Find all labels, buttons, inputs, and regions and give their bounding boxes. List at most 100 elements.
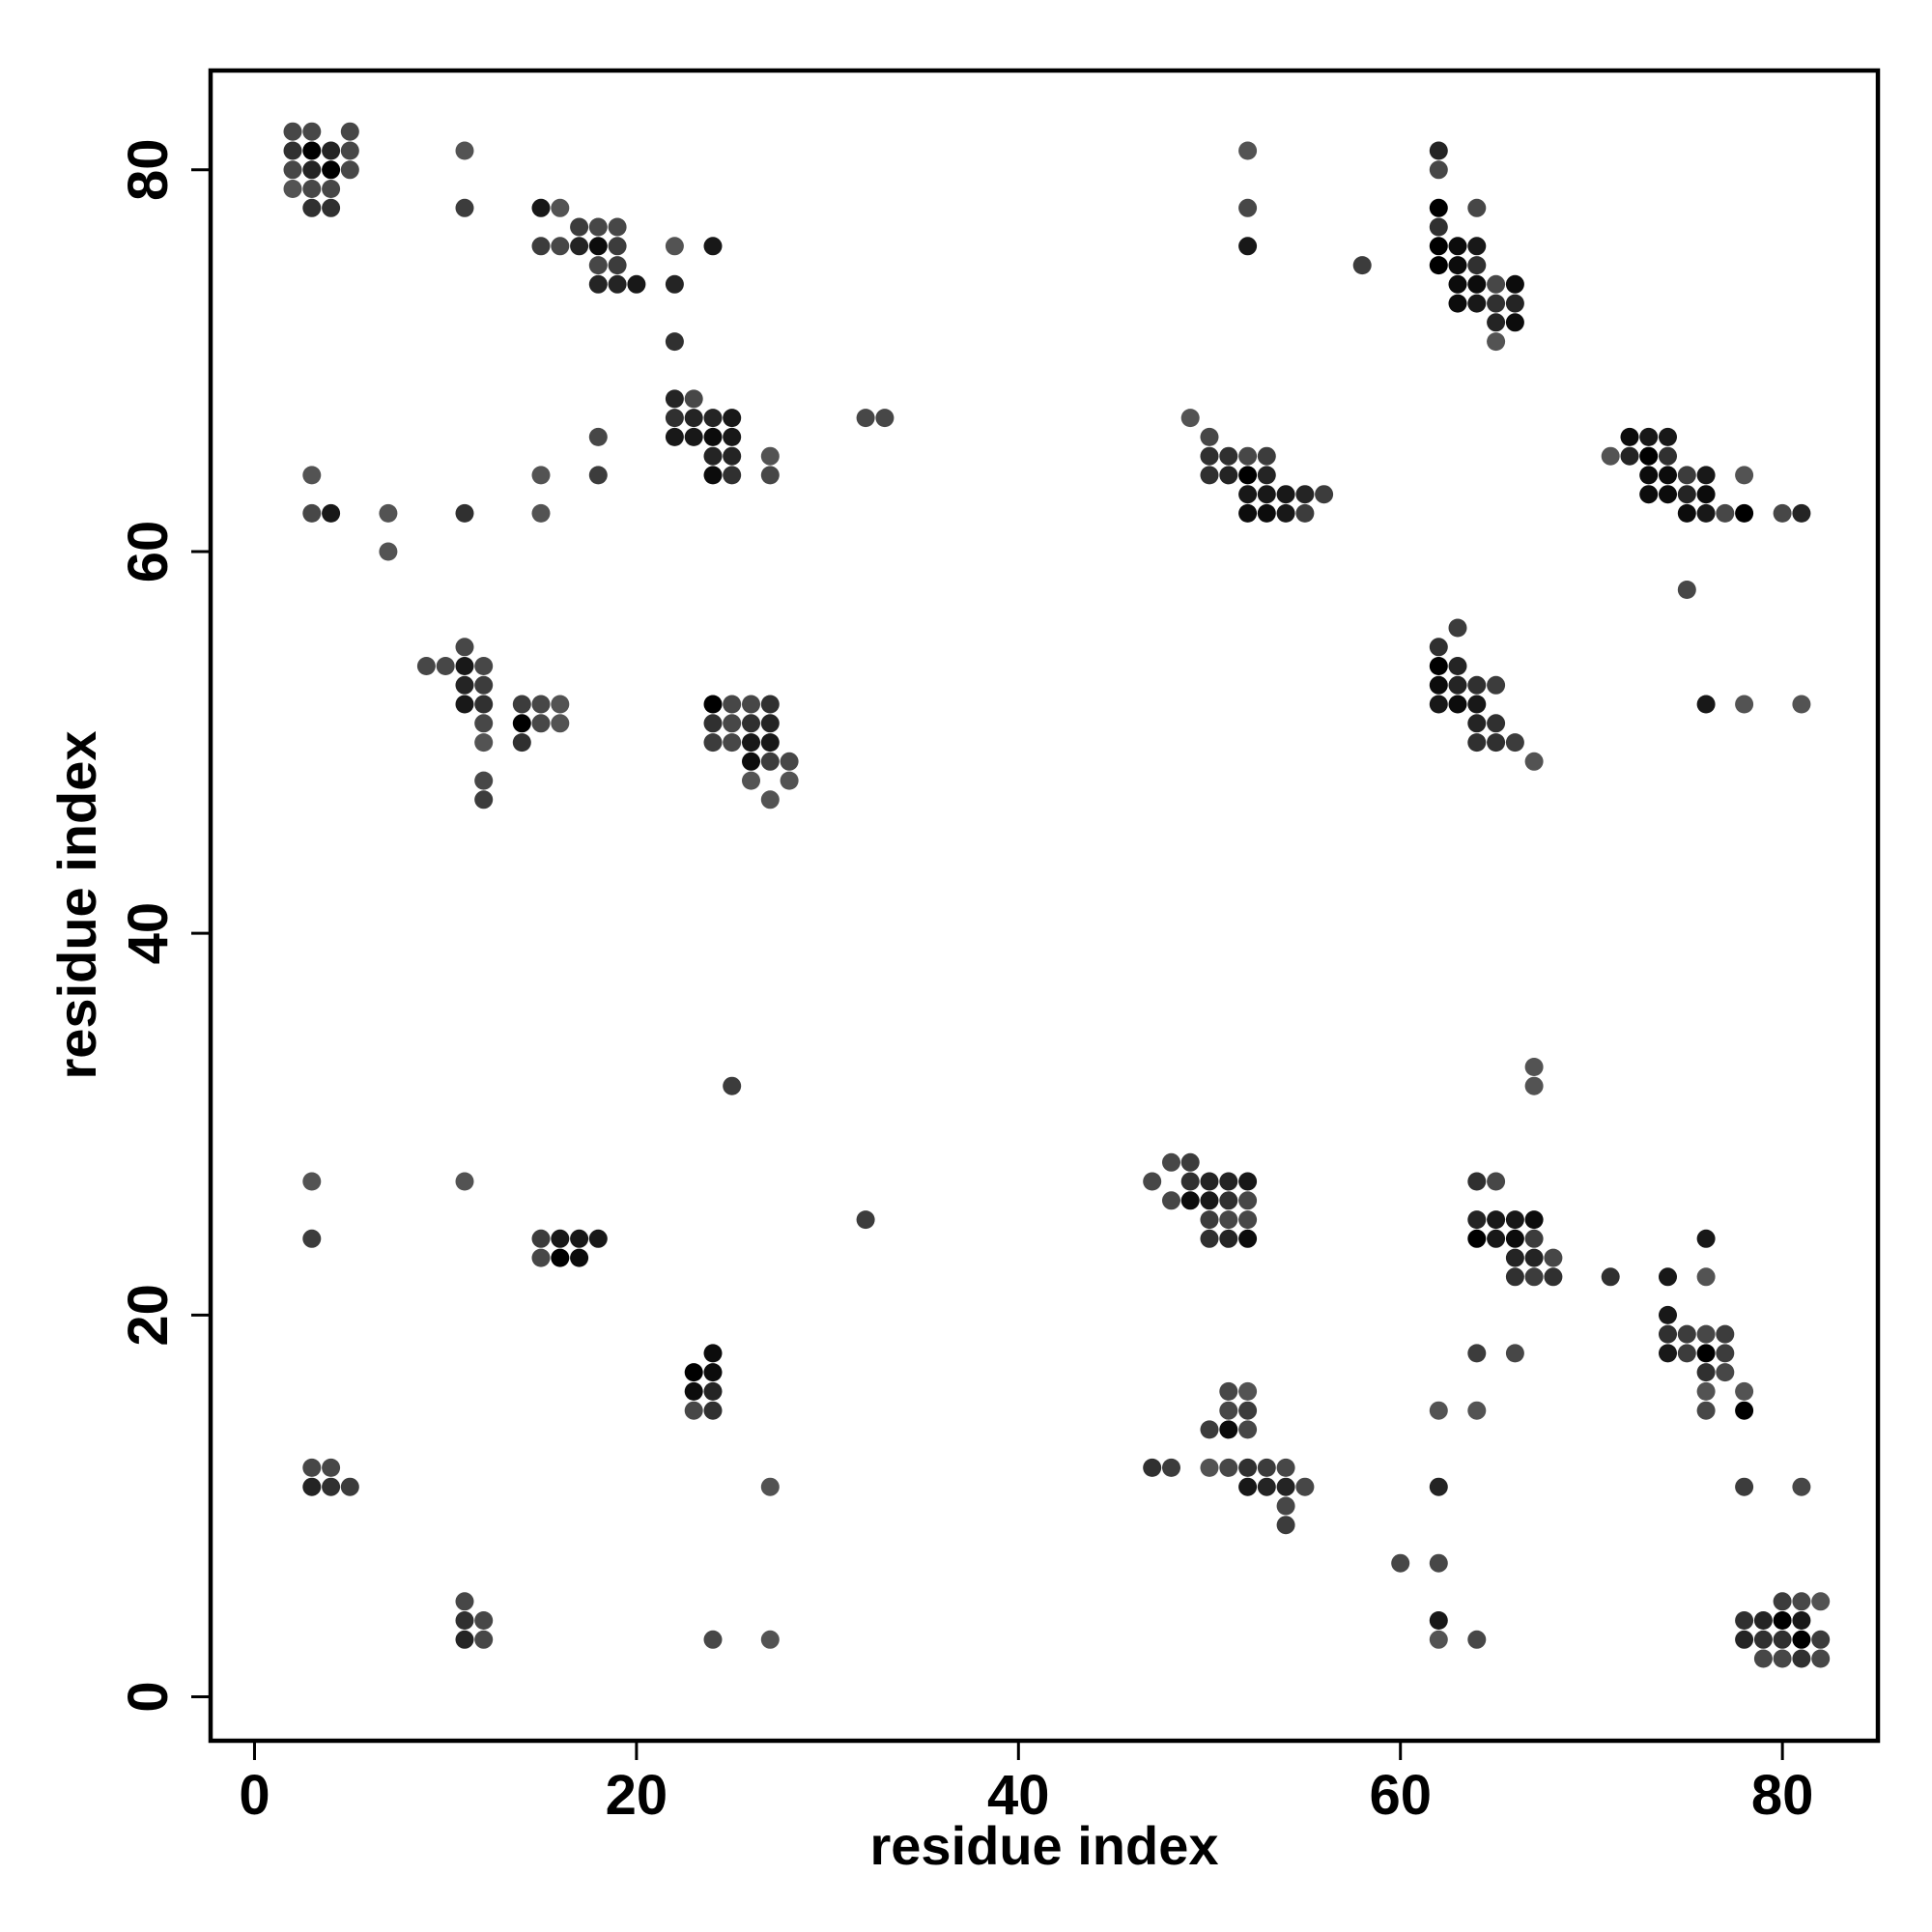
data-point <box>1162 1458 1180 1477</box>
y-axis: 0 20 40 60 80 <box>117 138 211 1713</box>
data-point <box>1524 1058 1544 1076</box>
data-point <box>1487 1210 1506 1230</box>
data-point <box>340 160 359 180</box>
data-point <box>1505 294 1524 313</box>
data-point <box>665 409 684 428</box>
data-point <box>531 695 551 714</box>
data-point <box>1180 409 1200 428</box>
data-point <box>1219 1172 1238 1191</box>
data-point <box>1238 446 1258 466</box>
y-tick-label: 0 <box>117 1681 180 1712</box>
data-point <box>1429 675 1448 695</box>
data-point <box>1467 1172 1487 1191</box>
data-point <box>608 274 627 294</box>
data-point <box>322 198 341 217</box>
data-point <box>1467 675 1487 695</box>
data-point <box>1467 1229 1487 1248</box>
data-point <box>1677 1344 1696 1363</box>
data-point <box>703 695 723 714</box>
data-point <box>1487 274 1506 294</box>
data-point <box>455 503 474 523</box>
data-point <box>1620 446 1639 466</box>
data-point <box>1429 237 1448 256</box>
data-point <box>1735 1401 1754 1420</box>
data-point <box>512 714 531 733</box>
data-point <box>665 237 684 256</box>
data-point <box>1467 1401 1487 1420</box>
data-point <box>1524 1076 1544 1095</box>
data-point <box>760 790 780 810</box>
data-point <box>1659 1305 1677 1324</box>
data-point <box>742 752 760 771</box>
data-point <box>1238 503 1258 523</box>
data-point <box>608 237 627 256</box>
data-point <box>1200 1229 1219 1248</box>
data-point <box>1620 427 1639 446</box>
data-point <box>1639 466 1659 485</box>
data-point <box>684 1401 703 1420</box>
data-point <box>474 714 494 733</box>
data-point <box>1143 1458 1162 1477</box>
data-point <box>1238 1420 1258 1439</box>
data-point <box>1505 274 1524 294</box>
data-point <box>455 1592 474 1611</box>
data-point <box>1696 1229 1716 1248</box>
data-point <box>760 1630 780 1649</box>
y-tick-label: 20 <box>117 1284 180 1347</box>
data-point <box>588 217 608 237</box>
data-point <box>1200 466 1219 485</box>
data-point <box>1659 485 1677 504</box>
data-point <box>1659 1267 1677 1287</box>
data-point <box>1659 1324 1677 1344</box>
data-point <box>474 695 494 714</box>
data-point <box>551 1248 570 1267</box>
data-point <box>723 714 742 733</box>
data-point <box>474 771 494 790</box>
data-point <box>1238 1401 1258 1420</box>
data-point <box>1429 695 1448 714</box>
y-tick-label: 60 <box>117 521 180 583</box>
data-point <box>1735 1630 1754 1649</box>
data-point <box>1696 1401 1716 1420</box>
x-tick-label: 60 <box>1369 1764 1432 1827</box>
data-point <box>1219 466 1238 485</box>
data-point <box>1162 1152 1180 1172</box>
data-point <box>1429 1553 1448 1573</box>
data-point <box>1238 237 1258 256</box>
data-point <box>1467 1630 1487 1649</box>
data-point <box>1448 618 1467 638</box>
data-point <box>684 1381 703 1401</box>
data-point <box>760 466 780 485</box>
y-tick-label: 80 <box>117 138 180 201</box>
data-point <box>760 714 780 733</box>
data-point <box>1467 294 1487 313</box>
data-point <box>1467 733 1487 753</box>
data-point <box>1505 1229 1524 1248</box>
data-point <box>551 237 570 256</box>
data-point <box>302 122 322 141</box>
data-point <box>780 752 799 771</box>
data-point <box>283 122 302 141</box>
data-point <box>1696 466 1716 485</box>
data-point <box>1524 1267 1544 1287</box>
data-point <box>1238 466 1258 485</box>
data-point <box>1200 1458 1219 1477</box>
data-point <box>684 1363 703 1382</box>
data-point <box>1773 1611 1792 1630</box>
data-point <box>856 409 875 428</box>
data-point <box>1429 1477 1448 1496</box>
data-point <box>703 714 723 733</box>
data-point <box>1238 198 1258 217</box>
data-point <box>703 733 723 753</box>
data-point <box>1429 657 1448 675</box>
data-point <box>1467 274 1487 294</box>
data-point <box>1716 1324 1735 1344</box>
data-point <box>1276 1477 1295 1496</box>
data-point <box>742 714 760 733</box>
data-point <box>531 1248 551 1267</box>
data-point <box>1276 1458 1295 1477</box>
data-point <box>1773 503 1792 523</box>
data-point <box>455 675 474 695</box>
data-point <box>1391 1553 1410 1573</box>
